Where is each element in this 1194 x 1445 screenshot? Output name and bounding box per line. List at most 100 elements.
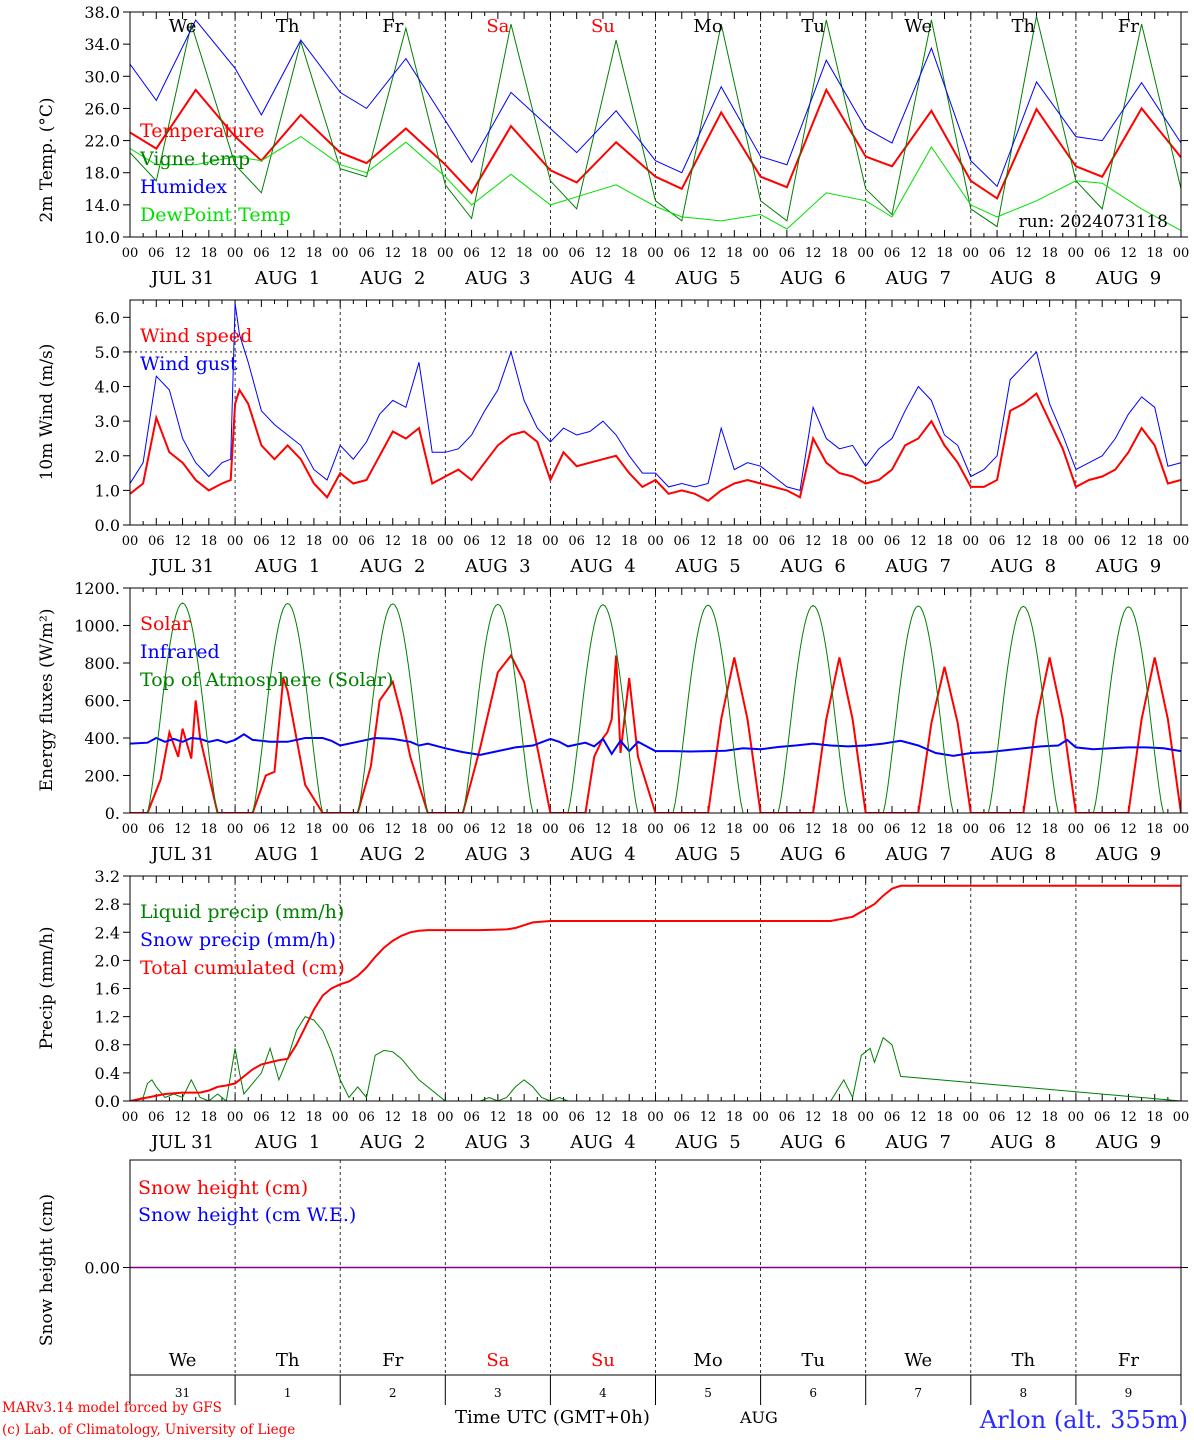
y-tick-label: 30.0 [84,67,120,86]
x-hour-label: 00 [332,534,349,549]
panel-wind: 0.0 1.0 2.0 3.0 4.0 5.0 6.0 10m Wind (m/s) Wind … [37,299,1189,577]
y-tick-label: 600. [84,692,120,711]
y-tick-label: 1.6 [95,980,120,999]
x-hour-label: 06 [989,246,1006,261]
y-tick-label: 4.0 [95,378,120,397]
x-date-label: AUG 1 [254,844,320,865]
y-tick-label: 1.2 [95,1008,120,1027]
x-hour-label: 00 [857,534,874,549]
x-hour-label: 12 [384,822,401,837]
x-date-label: AUG 7 [885,1132,951,1153]
weekday-label: Th [1012,1350,1036,1371]
x-date-label: AUG 1 [254,1132,320,1153]
x-hour-label: 00 [963,1110,980,1125]
x-date-label: AUG 7 [885,844,951,865]
y-tick-label: 0.4 [95,1064,120,1083]
y-axis-label: 10m Wind (m/s) [37,344,57,481]
x-hour-label: 00 [1068,822,1085,837]
x-hour-label: 18 [831,534,848,549]
x-hour-label: 12 [595,534,612,549]
x-date-label: AUG 9 [1095,1132,1161,1153]
x-hour-label: 00 [542,1110,559,1125]
x-hour-label: 18 [726,246,743,261]
weekday-label: Sa [486,16,509,37]
weekday-label: We [904,1350,932,1371]
panel-snow: 0.00 Snow height (cm) Snow height (cm) Snow… [37,1159,1188,1405]
x-hour-label: 00 [752,1110,769,1125]
x-hour-label: 00 [227,1110,244,1125]
legend-entry: Snow height (cm W.E.) [138,1204,356,1226]
x-hour-label: 00 [542,246,559,261]
weekday-label: Sa [486,1350,509,1371]
x-hour-label: 06 [779,534,796,549]
x-date-label: AUG 1 [254,556,320,577]
x-hour-label: 18 [306,246,323,261]
x-hour-label: 06 [358,822,375,837]
x-date-label: AUG 6 [779,268,845,289]
footer-model-credit: MARv3.14 model forced by GFS [2,1400,222,1416]
x-hour-label: 00 [122,822,139,837]
x-hour-label: 12 [700,1110,717,1125]
x-hour-label: 00 [647,822,664,837]
x-hour-label: 00 [227,246,244,261]
series-line-humidex [130,19,1181,188]
y-tick-label: 3.2 [95,867,120,886]
x-hour-label: 00 [437,246,454,261]
station-title: Arlon (alt. 355m) [979,1406,1188,1434]
series-line-liquid-precip-mm-h- [130,1015,1181,1101]
plot-frame [129,299,1182,526]
x-date-label: AUG 7 [885,556,951,577]
y-tick-label: 400. [84,729,120,748]
x-hour-label: 18 [936,822,953,837]
x-hour-label: 18 [1041,246,1058,261]
weekday-label: We [169,1350,197,1371]
plot-frame [129,875,1182,1102]
x-hour-label: 12 [490,1110,507,1125]
x-hour-label: 06 [1094,534,1111,549]
x-date-label: AUG 4 [569,556,635,577]
x-hour-label: 06 [463,1110,480,1125]
y-tick-label: 800. [84,654,120,673]
x-hour-label: 00 [227,822,244,837]
y-tick-label: 2.0 [95,951,120,970]
x-hour-label: 12 [595,1110,612,1125]
x-hour-label: 12 [595,822,612,837]
x-hour-label: 06 [148,822,165,837]
y-tick-label: 0.00 [84,1259,120,1278]
x-hour-label: 12 [490,246,507,261]
legend-entry: Top of Atmosphere (Solar) [140,669,393,691]
x-hour-label: 12 [174,822,191,837]
x-date-label: AUG 9 [1095,268,1161,289]
x-hour-label: 18 [936,246,953,261]
x-hour-label: 12 [700,246,717,261]
x-hour-label: 06 [884,246,901,261]
x-hour-label: 18 [516,1110,533,1125]
y-tick-label: 5.0 [95,343,120,362]
x-hour-label: 18 [411,1110,428,1125]
legend-entry: Humidex [140,176,227,198]
x-date-label: AUG 2 [359,1132,425,1153]
x-hour-label: 00 [332,822,349,837]
x-date-label: AUG 8 [990,268,1056,289]
x-hour-label: 12 [1015,1110,1032,1125]
x-date-label: AUG 6 [779,844,845,865]
x-date-label: AUG 3 [464,268,530,289]
x-hour-label: 00 [857,1110,874,1125]
y-tick-label: 10.0 [84,228,120,247]
x-hour-label: 18 [516,246,533,261]
x-hour-label: 00 [1173,1110,1190,1125]
x-hour-label: 06 [779,246,796,261]
weekday-label: Mo [693,1350,722,1371]
x-hour-label: 12 [279,822,296,837]
day-number-label: 31 [175,1386,190,1400]
y-tick-label: 26.0 [84,99,120,118]
panel-temperature: 10.0 14.0 18.0 22.0 26.0 30.0 34.0 38.0 2m Temp.… [37,3,1189,289]
x-hour-label: 06 [358,534,375,549]
x-hour-label: 12 [490,822,507,837]
y-axis-label: Snow height (cm) [37,1194,57,1346]
x-date-label: AUG 5 [674,844,740,865]
x-date-label: AUG 8 [990,844,1056,865]
weekday-label: Th [1012,16,1036,37]
weekday-label: We [169,16,197,37]
